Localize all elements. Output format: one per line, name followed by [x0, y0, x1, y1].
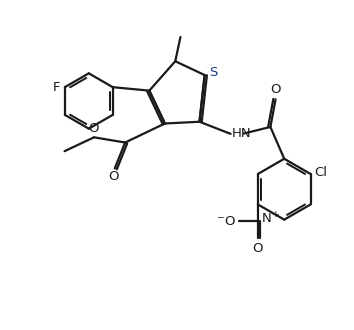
Text: O: O — [270, 83, 281, 96]
Text: S: S — [209, 66, 218, 79]
Text: $^{-}$O: $^{-}$O — [216, 214, 236, 228]
Text: N$^{+}$: N$^{+}$ — [261, 212, 279, 227]
Text: F: F — [53, 81, 61, 94]
Text: HN: HN — [232, 127, 251, 140]
Text: O: O — [108, 170, 118, 183]
Text: O: O — [89, 121, 99, 135]
Text: O: O — [253, 242, 263, 255]
Text: Cl: Cl — [315, 166, 328, 179]
